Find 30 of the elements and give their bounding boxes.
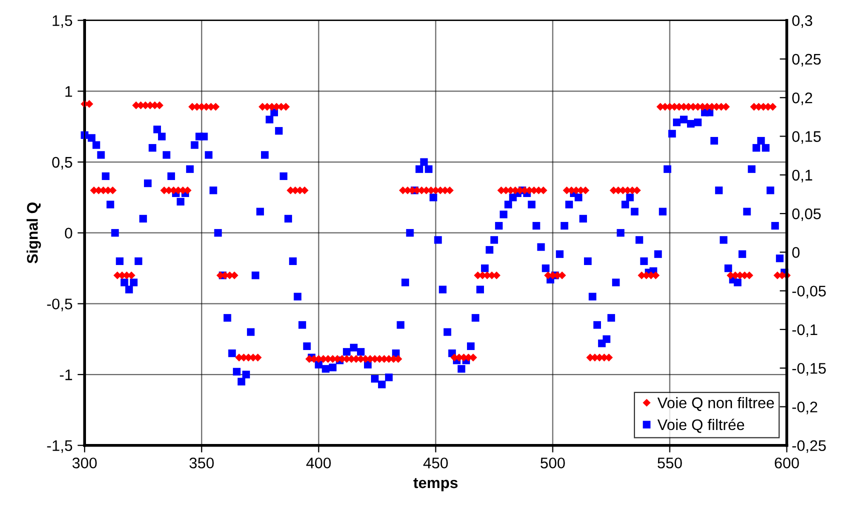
y-tick-label: 0	[64, 228, 72, 239]
y2-tick-label: 0,05	[792, 208, 821, 222]
y2-tick-label: 0,15	[792, 131, 821, 144]
x-tick-label: 600	[774, 458, 799, 468]
y2-tick-label: 0,25	[792, 54, 821, 66]
x-tick-label: 400	[306, 458, 331, 468]
y-tick-label: 1,5	[52, 15, 72, 28]
y2-tick-label: -0,05	[792, 286, 826, 298]
y2-tick-label: 0	[792, 247, 800, 258]
y2-tick-label: -0,15	[792, 362, 826, 376]
x-tick-label: 300	[72, 458, 97, 468]
y2-tick-label: -0,25	[792, 440, 826, 453]
y2-tick-label: -0,2	[792, 402, 818, 414]
x-tick-label: 500	[540, 458, 565, 468]
legend-label: Voie Q non filtree	[657, 397, 774, 411]
y2-tick-label: 0,3	[792, 15, 812, 28]
y-axis-title: Signal Q	[26, 202, 41, 264]
x-tick-label: 350	[189, 458, 214, 468]
y2-tick-label: -0,1	[792, 324, 818, 337]
y-tick-label: 1	[65, 86, 72, 97]
y-tick-label: -1	[60, 370, 72, 380]
x-tick-label: 550	[658, 458, 682, 468]
y-tick-label: 0,5	[52, 156, 72, 170]
legend-label: Voie Q filtrée	[657, 418, 744, 433]
x-tick-label: 450	[423, 458, 448, 468]
x-axis-title: temps	[413, 478, 458, 492]
y2-tick-label: 0,2	[792, 92, 812, 106]
y2-tick-label: 0,1	[792, 170, 812, 182]
y-tick-label: -1,5	[47, 440, 72, 453]
y-tick-label: -0,5	[47, 298, 72, 312]
